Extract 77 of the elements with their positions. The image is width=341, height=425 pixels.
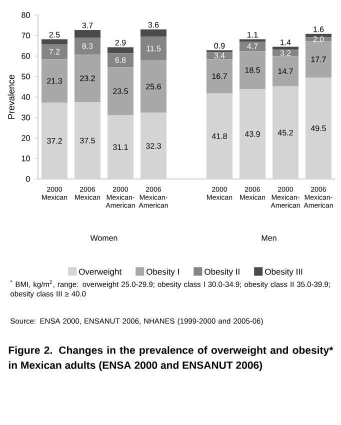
y-tick-label: 60 (22, 53, 30, 59)
data-label: 3.7 (82, 22, 93, 28)
bar (239, 89, 266, 179)
data-label: 41.8 (212, 133, 227, 139)
bar (108, 47, 134, 54)
data-label: 1.4 (280, 40, 291, 46)
data-label: 7.2 (49, 48, 60, 54)
data-label: 37.2 (47, 138, 62, 144)
bar (239, 51, 266, 90)
y-tick-label: 40 (21, 94, 30, 100)
data-label: 1.1 (248, 32, 258, 38)
y-tick-label: 0 (26, 176, 30, 182)
data-label: 14.7 (278, 68, 293, 74)
data-label: 8.3 (82, 43, 93, 49)
bar (140, 36, 166, 60)
y-tick-label: 50 (22, 74, 30, 80)
y-tick-label: 70 (22, 32, 30, 38)
legend-label: Obesity I (146, 268, 179, 276)
data-label: 2.9 (115, 40, 126, 46)
y-tick-label: 30 (22, 114, 30, 120)
data-label: 45.2 (278, 130, 293, 136)
bar (272, 86, 298, 179)
bar (108, 115, 134, 179)
bar (140, 112, 166, 179)
text: Figure 2. Changes in the prevalence of overweight and obesity* in Mexican adults (ENSA 2000 and ENSANUT 2006) (8, 346, 334, 371)
data-label: 1.6 (314, 26, 324, 32)
y-tick-label: 10 (22, 156, 30, 162)
data-label: 6.8 (115, 57, 126, 63)
data-label: 31.1 (113, 144, 128, 150)
bar (74, 102, 100, 179)
data-label: 21.3 (47, 78, 62, 84)
text: Men (262, 235, 276, 241)
data-label: 11.5 (146, 46, 161, 52)
bar (272, 50, 298, 56)
data-label: 16.7 (212, 73, 227, 80)
data-label: 25.6 (146, 84, 161, 90)
data-label: 3.4 (214, 52, 225, 58)
bar (42, 102, 68, 179)
legend-label: Overweight (79, 268, 122, 276)
bar (74, 38, 100, 55)
data-label: 43.9 (244, 131, 260, 137)
bar (305, 78, 332, 179)
data-label: 3.2 (280, 50, 291, 56)
data-label: 3.6 (148, 22, 159, 28)
data-label: 23.5 (113, 88, 128, 94)
bar (140, 60, 166, 113)
bar (108, 67, 134, 116)
data-label: 23.2 (80, 76, 95, 82)
data-label: 2.0 (313, 36, 324, 42)
bar (42, 39, 68, 44)
bar (239, 41, 266, 52)
bar (42, 44, 68, 60)
bar (206, 93, 232, 179)
data-label: 49.5 (310, 125, 326, 132)
data-label: 17.7 (311, 56, 326, 62)
data-label: 2.5 (49, 32, 60, 38)
legend-label: Obesity II (204, 268, 240, 276)
data-label: 18.5 (245, 67, 260, 73)
bar (74, 30, 100, 38)
legend-label: Obesity III (265, 268, 302, 276)
bar (305, 41, 332, 78)
data-label: 32.3 (146, 143, 161, 149)
bar (206, 52, 232, 60)
y-tick-label: 80 (22, 12, 30, 18)
data-label: 0.9 (214, 42, 225, 49)
text: Women (90, 235, 118, 241)
bar (140, 29, 166, 37)
bar (108, 53, 134, 68)
data-label: 37.5 (80, 138, 95, 144)
bar (305, 37, 332, 42)
bar (272, 56, 298, 86)
y-axis-title: Prevalence (8, 74, 14, 119)
bar (74, 54, 100, 102)
y-tick-label: 20 (22, 135, 30, 141)
data-label: 4.7 (247, 44, 258, 50)
bar (42, 59, 68, 103)
bar (206, 59, 232, 94)
